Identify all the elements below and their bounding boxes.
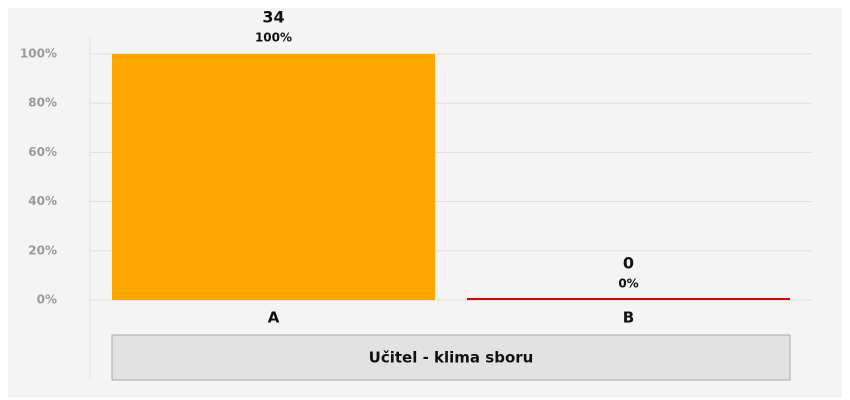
x-label-box (111, 334, 791, 381)
value-label: 0% (618, 277, 638, 291)
count-label: 0 (623, 254, 634, 273)
y-tick-label: 60% (28, 145, 57, 159)
count-label: 34 (262, 8, 284, 27)
y-tick-label: 80% (28, 96, 57, 110)
bar (112, 54, 435, 300)
y-tick-label: 20% (28, 243, 57, 257)
y-tick-label: 40% (28, 194, 57, 208)
x-tick-label: B (623, 309, 634, 327)
bar (467, 298, 790, 300)
x-axis-label: Učitel - klima sboru (369, 349, 534, 367)
x-tick-label: A (268, 309, 280, 327)
value-label: 100% (255, 31, 292, 45)
y-tick-label: 0% (37, 293, 57, 307)
y-tick-label: 100% (20, 47, 57, 61)
